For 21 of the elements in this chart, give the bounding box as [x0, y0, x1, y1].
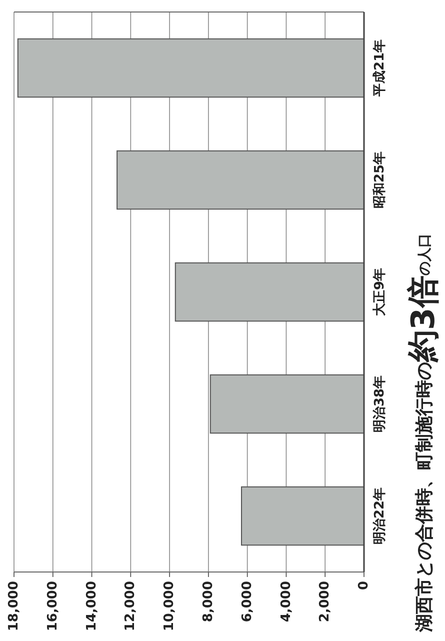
y-tick-label: 大正9年 — [372, 268, 388, 316]
x-tick-label: 2,000 — [318, 581, 333, 622]
y-tick-label: 昭和25年 — [372, 151, 388, 209]
x-tick-label: 8,000 — [200, 581, 216, 622]
x-tick-label: 6,000 — [240, 581, 255, 622]
x-tick-label: 18,000 — [6, 581, 22, 632]
x-tick-label: 4,000 — [278, 581, 294, 622]
bar — [210, 374, 364, 434]
x-tick-label: 16,000 — [45, 581, 60, 632]
bar — [17, 38, 364, 98]
text: 湖西市との合併時、町制施行時の約3倍の人口 — [404, 234, 442, 633]
bar — [174, 262, 364, 322]
y-tick-label: 明治38年 — [372, 375, 388, 433]
bar — [241, 486, 364, 546]
x-tick-label: 12,000 — [123, 581, 138, 632]
y-tick-label: 明治22年 — [372, 487, 388, 545]
y-tick-label: 平成21年 — [372, 39, 388, 98]
x-tick-label: 10,000 — [162, 581, 178, 632]
x-tick-label: 0 — [356, 581, 372, 590]
x-tick-label: 14,000 — [84, 581, 100, 632]
bar — [116, 150, 364, 210]
